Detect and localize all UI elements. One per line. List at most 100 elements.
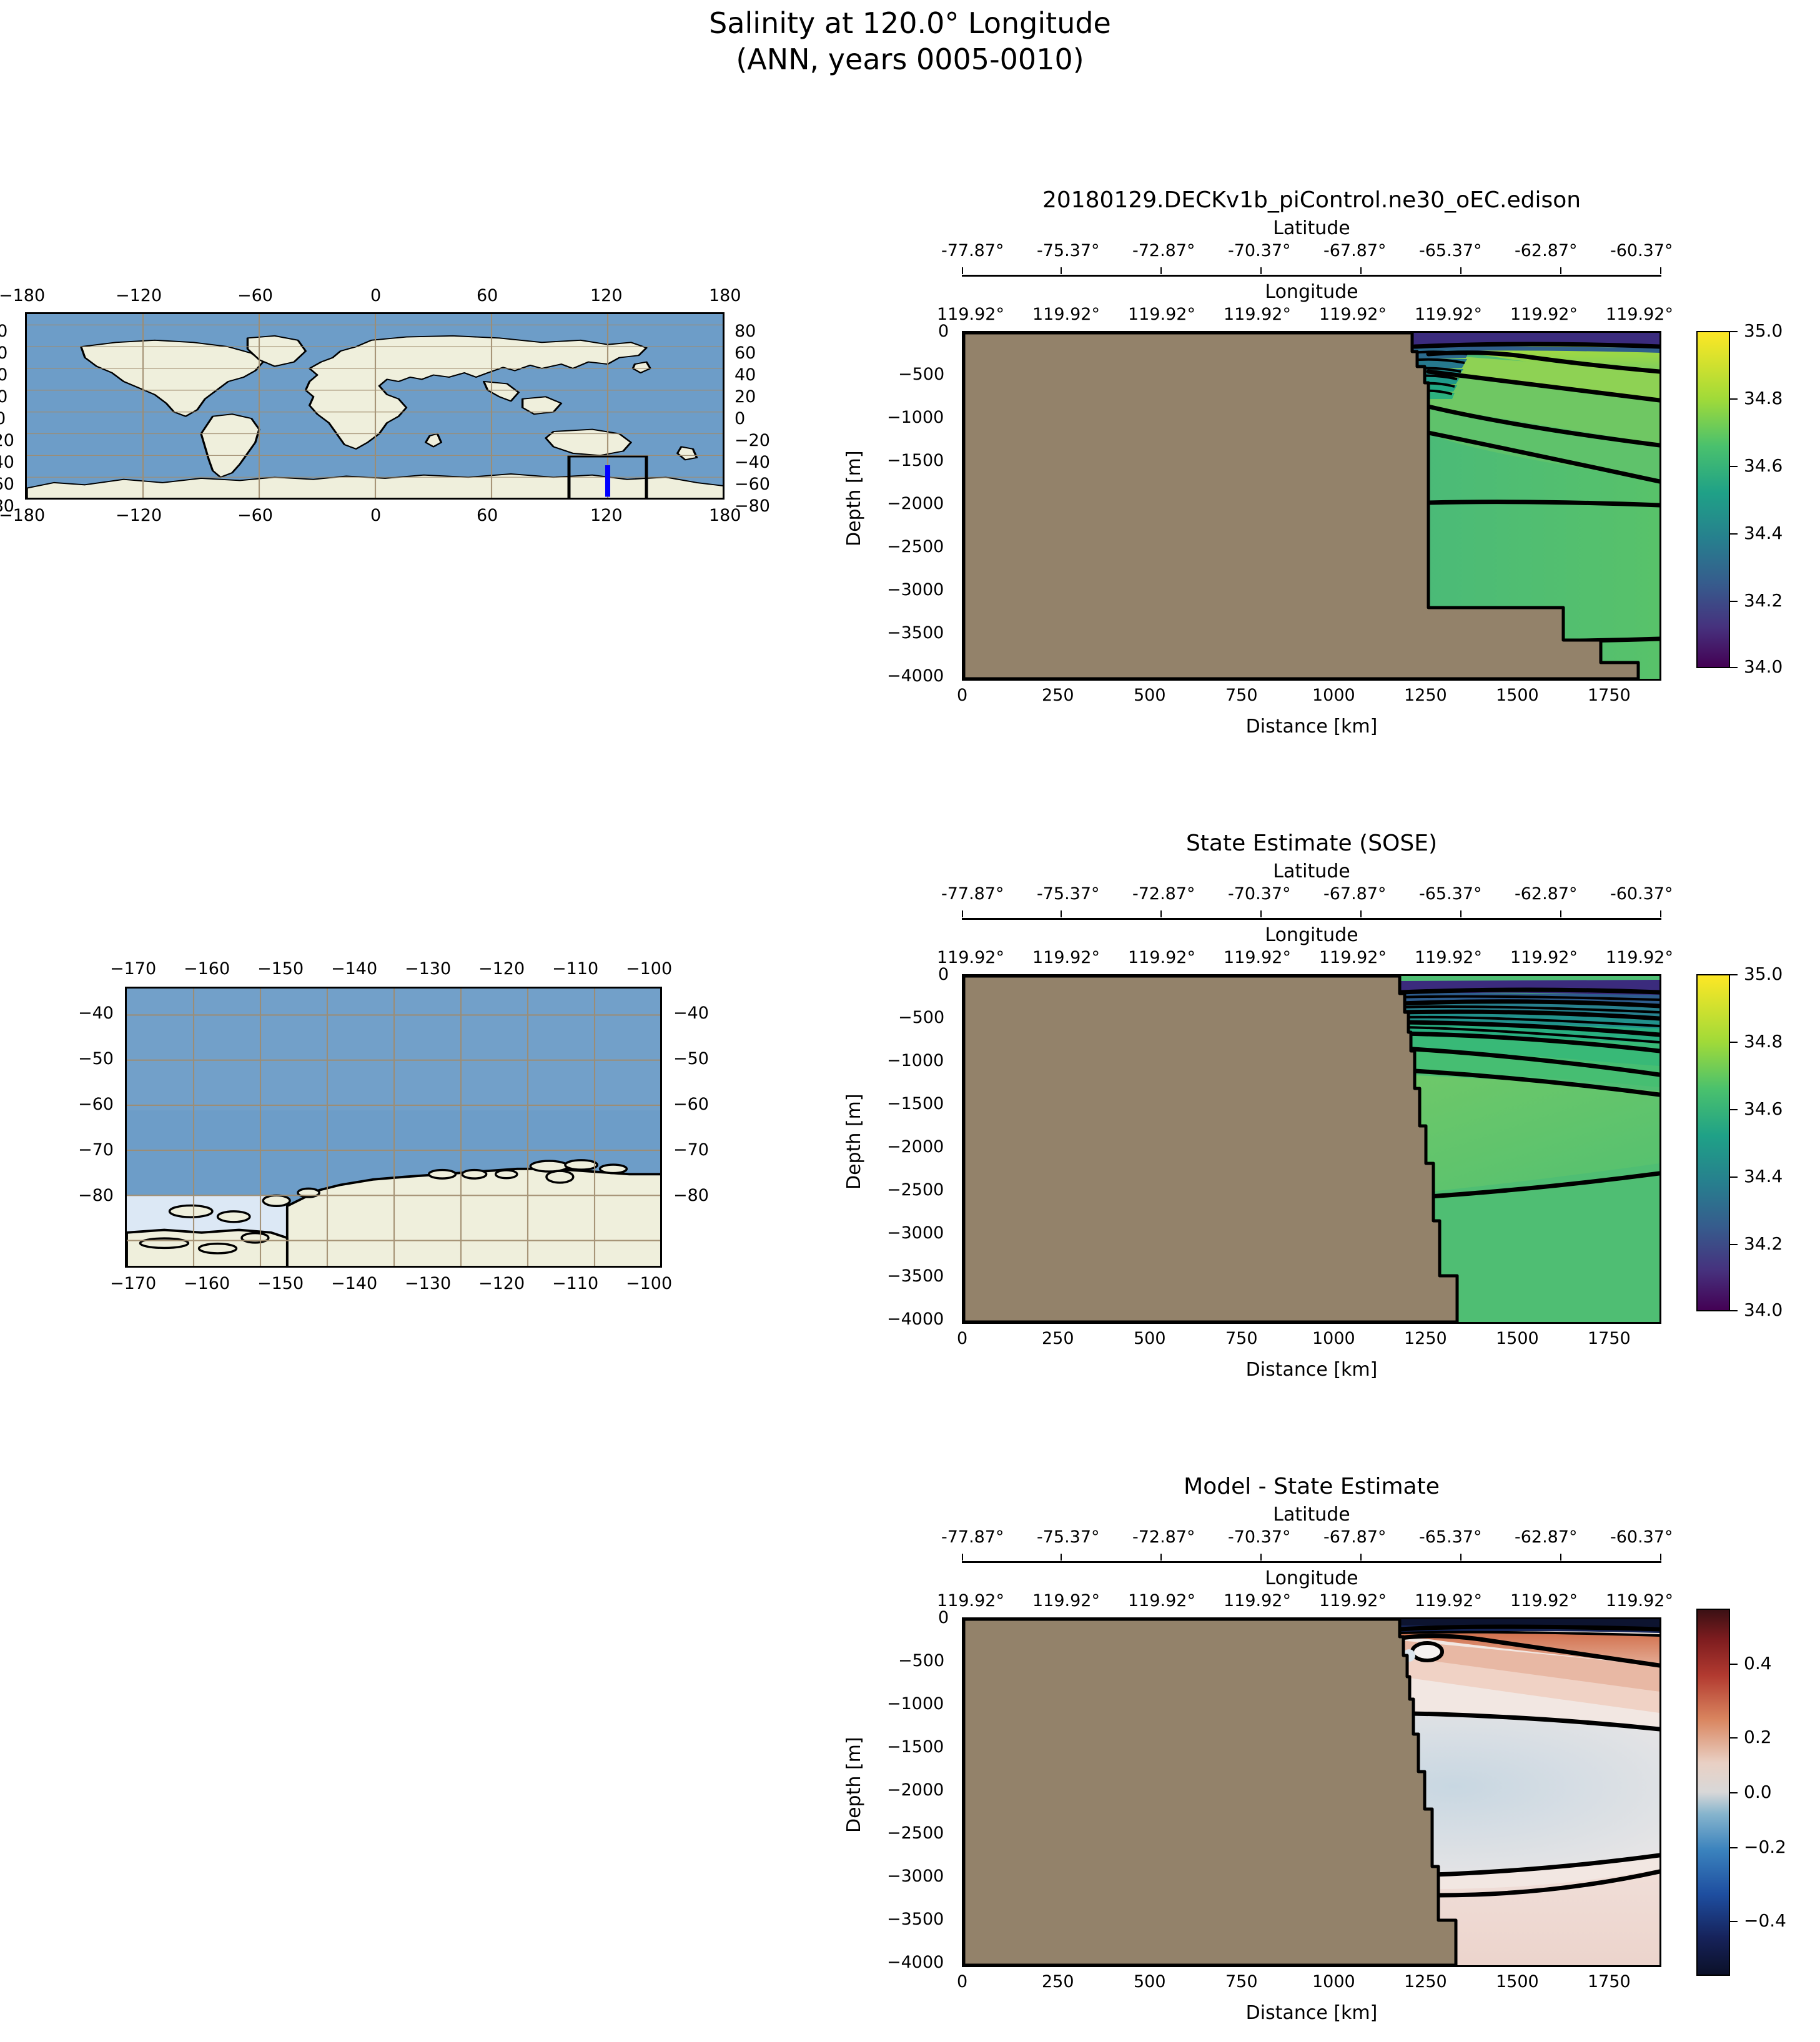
region-lon-tick: −110	[552, 959, 599, 979]
depth-tick: −3000	[887, 1223, 944, 1243]
panel-title-model: 20180129.DECKv1b_piControl.ne30_oEC.edis…	[1042, 187, 1581, 213]
distance-tick: 250	[1042, 686, 1074, 705]
region-lon-tick: −140	[331, 959, 378, 979]
depth-axis-label-sose: Depth [m]	[843, 1093, 865, 1190]
region-lat-tick: −50	[78, 1049, 114, 1068]
lat-tick: -75.37°	[1037, 884, 1100, 904]
colorbar-tick: 34.6	[1744, 455, 1783, 476]
colorbar-tick: 34.6	[1744, 1098, 1783, 1119]
longitude-ticks: 119.92° 119.92° 119.92° 119.92° 119.92° …	[937, 305, 1673, 326]
lat-tick: -70.37°	[1228, 1527, 1291, 1547]
lon-tick: 119.92°	[1606, 1591, 1673, 1610]
latitude-ticks: -77.87° -75.37° -72.87° -70.37° -67.87° …	[941, 884, 1673, 905]
colorbar-tick: 34.4	[1744, 523, 1783, 543]
colorbar-tick: 35.0	[1744, 964, 1783, 984]
colorbar-tick: 34.2	[1744, 590, 1783, 611]
distance-tick: 750	[1225, 1972, 1258, 1991]
lon-tick: 119.92°	[1606, 948, 1673, 967]
latitude-axis-label: Latitude	[1273, 861, 1350, 882]
lon-tick: 119.92°	[1224, 948, 1291, 967]
lon-tick: 119.92°	[1510, 1591, 1578, 1610]
cross-section-difference[interactable]	[962, 1617, 1661, 1967]
distance-tick: 750	[1225, 686, 1258, 705]
lat-tick: -70.37°	[1228, 884, 1291, 904]
world-lat-tick: −60	[0, 475, 14, 494]
lon-tick: 119.92°	[1032, 305, 1100, 324]
region-lat-tick: −50	[673, 1049, 709, 1068]
latitude-axis-spine	[962, 910, 1661, 920]
region-lon-ticks-top: −170 −160 −150 −140 −130 −120 −110 −100	[110, 959, 672, 982]
distance-tick: 1750	[1588, 686, 1631, 705]
lat-tick: -65.37°	[1419, 241, 1482, 260]
lon-tick: 119.92°	[1415, 1591, 1482, 1610]
lat-tick: -77.87°	[941, 884, 1004, 904]
world-lat-tick: −40	[0, 453, 14, 472]
depth-tick: −3000	[887, 580, 944, 599]
cross-section-model[interactable]	[962, 331, 1661, 681]
world-lon-ticks-bottom: −180 −120 −60 0 60 120 180	[0, 506, 741, 528]
figure-title-line2: (ANN, years 0005-0010)	[736, 42, 1084, 76]
world-lat-tick: 40	[0, 365, 8, 385]
depth-tick: −2500	[887, 537, 944, 556]
region-lon-ticks-bottom: −170 −160 −150 −140 −130 −120 −110 −100	[110, 1274, 672, 1296]
distance-tick: 500	[1134, 686, 1166, 705]
lat-tick: -75.37°	[1037, 1527, 1100, 1547]
depth-tick: −4000	[887, 666, 944, 686]
lat-tick: -72.87°	[1132, 1527, 1195, 1547]
world-lon-tick: 120	[590, 286, 623, 305]
world-lat-tick: −40	[734, 453, 770, 472]
lon-tick: 119.92°	[1319, 305, 1387, 324]
lat-tick: -67.87°	[1323, 884, 1387, 904]
colorbar-tick: 34.0	[1744, 1300, 1783, 1320]
depth-tick: −3500	[887, 623, 944, 643]
world-map-canvas[interactable]	[25, 312, 725, 500]
world-lon-tick: −60	[237, 506, 273, 525]
longitude-axis-label: Longitude	[1265, 281, 1358, 303]
distance-tick: 500	[1134, 1972, 1166, 1991]
lat-tick: -77.87°	[941, 241, 1004, 260]
world-lon-tick: 180	[709, 506, 741, 525]
region-lon-tick: −140	[331, 1274, 378, 1293]
lat-tick: -72.87°	[1132, 241, 1195, 260]
lon-tick: 119.92°	[1319, 1591, 1387, 1610]
region-lon-tick: −170	[110, 959, 157, 979]
world-lat-tick: 80	[734, 322, 756, 341]
latitude-axis-label: Latitude	[1273, 217, 1350, 239]
colorbar-tick: 34.8	[1744, 1031, 1783, 1052]
depth-tick: −500	[898, 1008, 945, 1027]
distance-tick: 1000	[1312, 686, 1355, 705]
panel-title-sose: State Estimate (SOSE)	[1185, 831, 1438, 856]
world-lon-tick: −180	[0, 286, 46, 305]
depth-tick: −2000	[887, 1137, 944, 1157]
region-lat-tick: −60	[78, 1095, 114, 1114]
lat-tick: -67.87°	[1323, 1527, 1387, 1547]
distance-tick: 500	[1134, 1329, 1166, 1348]
distance-tick: 250	[1042, 1329, 1074, 1348]
lat-tick: -77.87°	[941, 1527, 1004, 1547]
lat-tick: -60.37°	[1610, 1527, 1673, 1547]
distance-tick: 750	[1225, 1329, 1258, 1348]
latitude-axis-spine	[962, 267, 1661, 277]
depth-tick: −500	[898, 1651, 945, 1670]
lon-tick: 119.92°	[1224, 305, 1291, 324]
world-lon-tick: −180	[0, 506, 46, 525]
lat-tick: -62.87°	[1515, 1527, 1578, 1547]
distance-tick: 0	[957, 1329, 968, 1348]
colorbar-tick: 34.4	[1744, 1166, 1783, 1186]
lon-tick: 119.92°	[1128, 305, 1195, 324]
distance-tick: 1250	[1404, 1972, 1447, 1991]
world-lat-tick: −80	[734, 496, 770, 516]
colorbar-tick: 0.2	[1744, 1727, 1772, 1747]
distance-tick: 1250	[1404, 686, 1447, 705]
region-lon-tick: −150	[257, 1274, 304, 1293]
region-map-canvas[interactable]	[125, 987, 662, 1268]
region-lon-tick: −170	[110, 1274, 157, 1293]
latitude-axis-spine	[962, 1554, 1661, 1563]
lon-tick: 119.92°	[937, 1591, 1004, 1610]
world-lon-tick: 120	[590, 506, 623, 525]
cross-section-sose[interactable]	[962, 974, 1661, 1324]
world-lat-tick: −20	[734, 431, 770, 450]
world-lat-tick: 0	[0, 409, 6, 428]
world-lon-tick: 60	[477, 286, 498, 305]
depth-tick: −1500	[887, 1094, 944, 1113]
